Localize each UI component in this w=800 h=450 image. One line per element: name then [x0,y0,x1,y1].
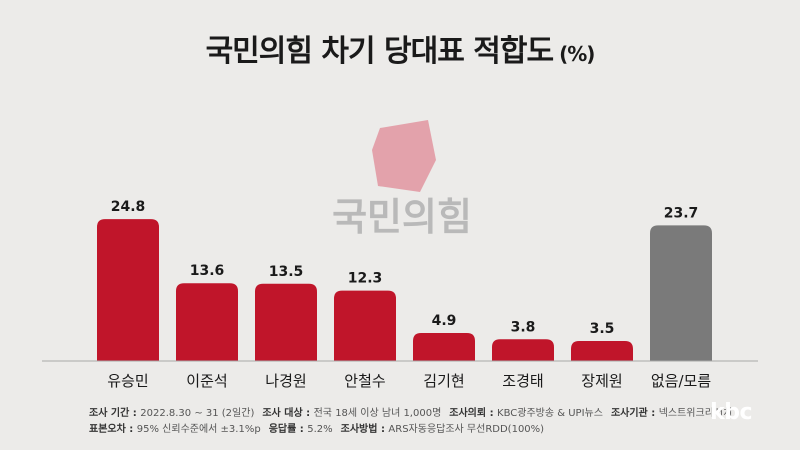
chart-unit: (%) [559,42,595,66]
survey-info-1-label-1: 조사 기간 : [89,408,141,419]
survey-info-2-label-2: 응답률 : [268,424,308,435]
survey-info-2-label-1: 표본오차 : [89,424,137,435]
value-label-5: 4.9 [432,313,457,329]
chart-title-text: 국민의힘 차기 당대표 적합도 [205,34,555,69]
party-logo-icon [372,120,436,192]
category-label-1: 유승민 [107,372,148,390]
value-label-6: 3.8 [511,319,536,335]
kbc-logo: kbc [710,400,752,425]
value-label-7: 3.5 [590,321,615,337]
survey-info-2-value-2: 5.2% [307,424,333,435]
category-label-3: 나경원 [265,372,306,390]
value-label-2: 13.6 [190,263,225,279]
category-label-2: 이준석 [186,372,227,390]
chart-title: 국민의힘 차기 당대표 적합도 (%) [0,26,800,70]
bar-6 [492,339,554,361]
category-label-6: 조경태 [502,372,543,390]
survey-info-1-value-4: 넥스트위크리서치 [658,408,733,419]
survey-info-line-1: 조사 기간 : 2022.8.30 ~ 31 (2일간) 조사 대상 : 전국 1… [89,404,732,419]
category-label-5: 김기현 [423,372,464,390]
category-label-4: 안철수 [344,372,385,390]
survey-info-line-2: 표본오차 : 95% 신뢰수준에서 ±3.1%p 응답률 : 5.2% 조사방법 :… [89,420,544,435]
bar-2 [176,283,238,361]
bar-3 [255,283,317,361]
bar-1 [97,219,159,361]
value-label-1: 24.8 [111,199,146,215]
category-label-7: 장제원 [581,372,622,390]
survey-info-2-value-1: 95% 신뢰수준에서 ±3.1%p [136,424,261,435]
survey-info-2-value-3: ARS자동응답조사 무선RDD(100%) [388,424,545,435]
watermark: 국민의힘 [332,120,472,239]
survey-info-1-value-1: 2022.8.30 ~ 31 (2일간) [140,408,255,419]
watermark-text: 국민의힘 [332,195,472,239]
bar-5 [413,332,475,361]
category-label-8: 없음/모름 [651,372,711,390]
bar-8 [650,225,712,361]
value-label-8: 23.7 [664,205,699,221]
survey-info-2-label-3: 조사방법 : [340,424,389,435]
survey-info-1-label-4: 조사기관 : [610,408,659,419]
survey-info-1-value-3: KBC광주방송 & UPI뉴스 [497,408,603,419]
value-label-4: 12.3 [348,271,383,287]
bar-4 [334,290,396,361]
survey-info-1-label-2: 조사 대상 : [262,408,314,419]
value-label-3: 13.5 [269,264,304,280]
bar-7 [571,340,633,361]
survey-info-1-label-3: 조사의뢰 : [449,408,498,419]
survey-info-1-value-2: 전국 18세 이상 남녀 1,000명 [313,408,442,419]
